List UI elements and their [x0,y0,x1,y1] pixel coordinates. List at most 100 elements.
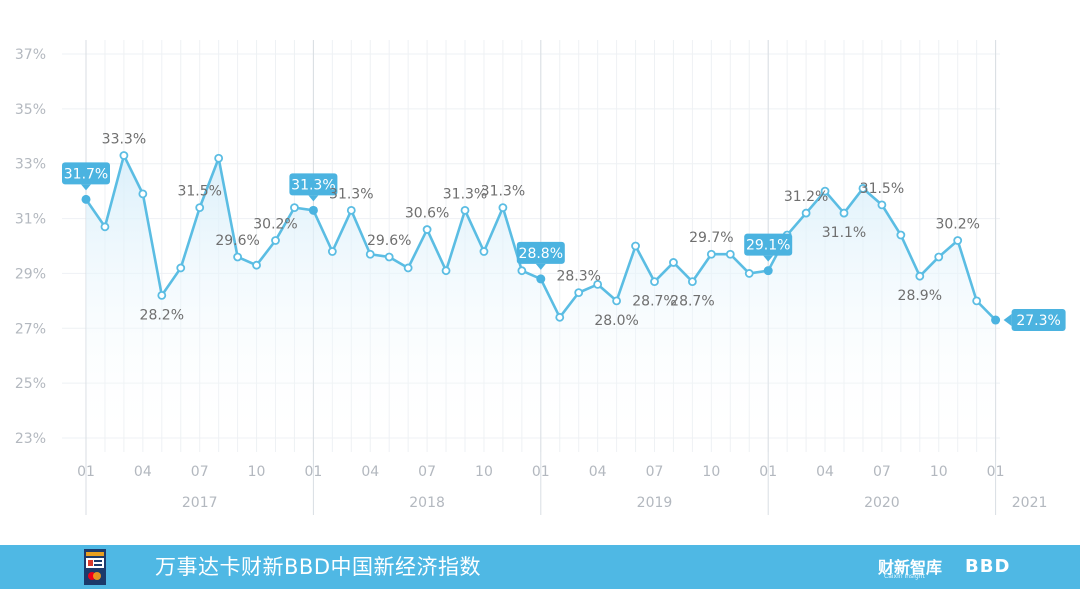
data-label: 31.5% [177,184,221,200]
x-tick-label: 01 [759,464,777,480]
y-tick-label: 23% [15,431,46,447]
data-label: 30.2% [253,217,297,233]
logo-cn-text: 财新智库 [878,558,943,577]
data-label: 28.2% [140,307,184,323]
data-point [555,312,565,322]
data-point [877,200,887,210]
data-point [479,247,489,256]
data-point [422,225,432,234]
x-tick-label: 07 [646,464,664,480]
data-point [706,249,716,259]
data-label: 31.3% [329,186,373,202]
data-label: 28.7% [670,294,714,310]
x-tick-label: 10 [475,464,493,480]
data-label: 31.3% [443,186,487,202]
data-point [631,241,640,251]
year-label: 2020 [864,495,900,511]
data-point [327,247,337,256]
callout-box [62,162,110,185]
x-tick-label: 07 [418,464,436,480]
callout-pointer [1003,314,1012,327]
data-label-highlight: 27.3% [1003,309,1066,332]
data-label-highlight: 29.1% [744,233,793,262]
data-point-highlight [81,194,91,204]
y-tick-label: 33% [15,157,46,173]
year-label: 2017 [182,495,218,511]
data-point [972,296,982,306]
data-point [214,153,224,163]
data-point [460,205,470,215]
callout-box [1011,309,1066,332]
y-tick-label: 29% [15,266,46,282]
data-label-highlight: 28.8% [516,241,565,270]
x-tick-label: 04 [361,464,379,480]
data-point [100,222,110,232]
data-label: 29.6% [215,233,259,249]
data-label: 31.7% [64,166,108,182]
data-point [820,186,830,196]
data-point [119,151,129,160]
area-fill [86,155,996,448]
year-label: 2019 [637,495,673,511]
data-point [858,183,868,193]
data-label: 33.3% [102,131,146,147]
data-label: 31.3% [481,184,525,200]
callout-pointer [308,195,319,202]
index-badge-icon [84,549,106,585]
data-label-highlight: 31.7% [62,162,110,191]
data-point [574,288,584,298]
data-label: 29.7% [689,230,733,246]
data-point [839,208,849,218]
x-tick-label: 01 [77,464,95,480]
callout-pointer [763,255,774,262]
x-tick-label: 01 [987,464,1005,480]
data-point [650,277,659,287]
year-label: 2021 [1012,495,1048,511]
data-point [669,258,678,267]
data-point [384,252,394,262]
x-tick-label: 10 [930,464,948,480]
data-point [233,252,243,262]
data-label: 31.1% [822,225,866,241]
y-tick-label: 25% [15,376,46,392]
year-label: 2018 [409,495,445,511]
data-point [403,263,413,273]
data-point [365,249,375,259]
data-point [290,203,299,213]
callout-box [516,241,565,264]
markers [81,151,1001,325]
data-point [195,203,205,213]
data-point [498,203,508,213]
data-point-highlight [763,266,773,276]
x-tick-label: 10 [702,464,720,480]
data-point [934,252,944,262]
data-point [593,279,603,289]
data-point [271,236,280,245]
y-tick-label: 37% [15,47,46,63]
data-label: 28.9% [898,288,942,304]
data-label: 30.6% [405,206,449,222]
data-label: 27.3% [1016,313,1060,329]
data-point [953,236,963,245]
data-label-highlight: 31.3% [289,173,338,202]
data-label: 30.2% [935,217,979,233]
data-label: 29.1% [746,238,790,254]
data-point [176,263,186,273]
data-label: 31.5% [860,181,904,197]
x-tick-label: 07 [191,464,209,480]
line-chart: 31.7%33.3%28.2%31.5%29.6%30.2%31.3%31.3%… [15,40,1066,515]
footer-title: 万事达卡财新BBD中国新经济指数 [155,555,481,579]
data-point [896,230,906,240]
x-tick-label: 01 [304,464,322,480]
data-label: 28.0% [594,313,638,329]
data-point [517,266,527,276]
data-point [801,208,811,218]
callout-pointer [81,184,91,191]
x-tick-label: 04 [589,464,607,480]
data-label: 31.3% [291,177,335,193]
x-tick-label: 04 [816,464,834,480]
data-labels: 31.7%33.3%28.2%31.5%29.6%30.2%31.3%31.3%… [62,131,1066,332]
data-label: 28.8% [519,246,563,262]
data-label: 28.3% [556,269,600,285]
data-point [915,271,925,281]
